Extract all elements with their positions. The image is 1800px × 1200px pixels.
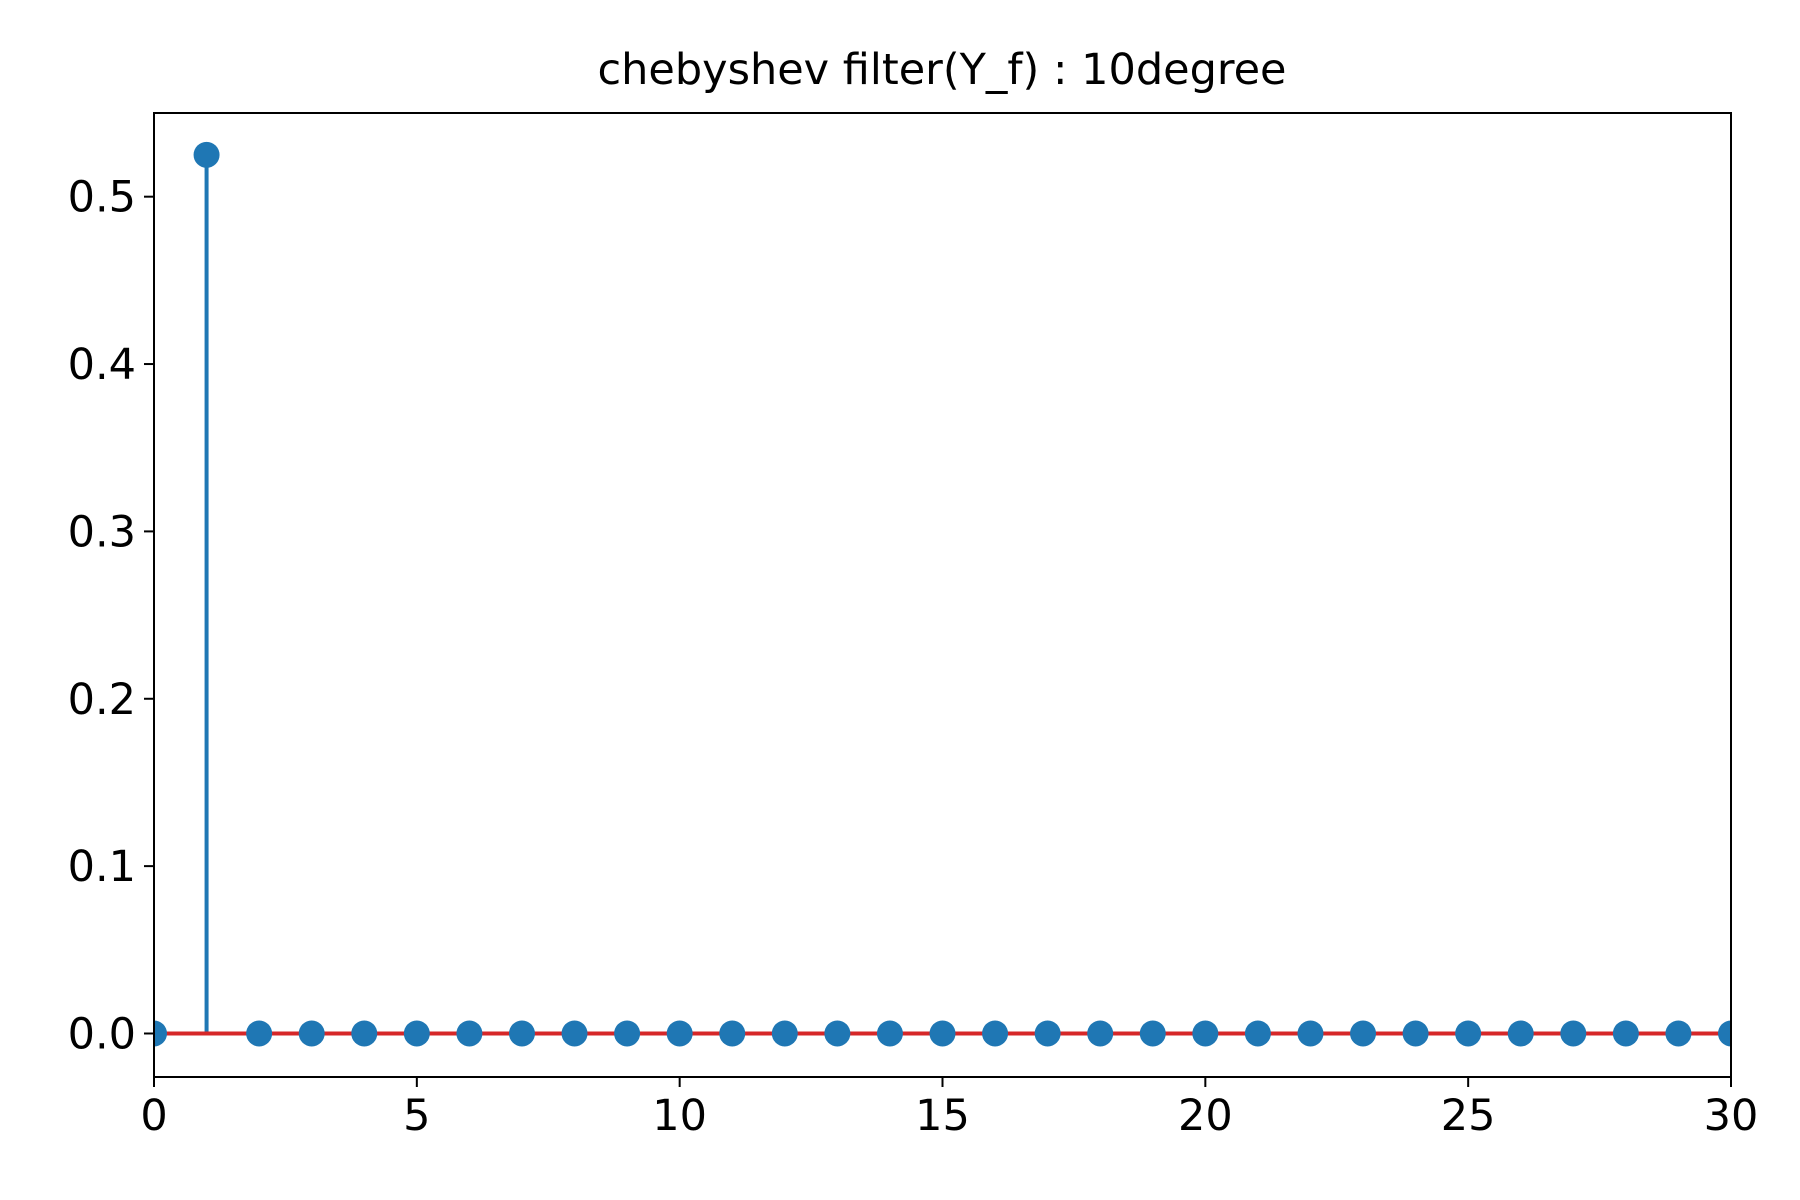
stem-marker bbox=[1402, 1020, 1429, 1047]
x-tick-label: 10 bbox=[652, 1091, 707, 1141]
stem-marker bbox=[1718, 1020, 1731, 1047]
y-tick-label: 0.3 bbox=[68, 507, 136, 557]
stem-marker bbox=[1455, 1020, 1482, 1047]
stem-marker bbox=[154, 1020, 167, 1047]
stem-marker bbox=[403, 1020, 430, 1047]
stem-marker bbox=[876, 1020, 903, 1047]
stem-marker bbox=[824, 1020, 851, 1047]
chart-title: chebyshev filter(Y_f) : 10degree bbox=[597, 45, 1286, 95]
stem-marker bbox=[1612, 1020, 1639, 1047]
x-tick-label: 5 bbox=[403, 1091, 430, 1141]
stem-marker bbox=[1139, 1020, 1166, 1047]
stem-marker bbox=[1297, 1020, 1324, 1047]
stem-marker bbox=[929, 1020, 956, 1047]
stem-marker bbox=[1665, 1020, 1692, 1047]
stem-marker bbox=[246, 1020, 273, 1047]
x-axis-ticks: 0 5 10 15 20 25 30 bbox=[140, 1077, 1758, 1141]
stem-marker bbox=[561, 1020, 588, 1047]
x-tick-label: 30 bbox=[1704, 1091, 1759, 1141]
stem-marker bbox=[666, 1020, 693, 1047]
stem-marker bbox=[771, 1020, 798, 1047]
stem-marker bbox=[351, 1020, 378, 1047]
stem-marker bbox=[614, 1020, 641, 1047]
y-tick-label: 0.1 bbox=[68, 842, 136, 892]
y-axis-ticks: 0.0 0.1 0.2 0.3 0.4 0.5 bbox=[68, 173, 154, 1059]
stem-marker bbox=[1507, 1020, 1534, 1047]
stem-marker bbox=[1244, 1020, 1271, 1047]
stem-marker bbox=[456, 1020, 483, 1047]
y-tick-label: 0.2 bbox=[68, 675, 136, 725]
stem-marker bbox=[1350, 1020, 1377, 1047]
stem-marker bbox=[719, 1020, 746, 1047]
stem-marker bbox=[1034, 1020, 1061, 1047]
stem-marker bbox=[982, 1020, 1009, 1047]
x-tick-label: 15 bbox=[915, 1091, 970, 1141]
stem-marker bbox=[193, 141, 220, 168]
stem-marker bbox=[508, 1020, 535, 1047]
stem-marker bbox=[1560, 1020, 1587, 1047]
x-tick-label: 25 bbox=[1441, 1091, 1496, 1141]
y-tick-label: 0.4 bbox=[68, 340, 136, 390]
stem-marker bbox=[1192, 1020, 1219, 1047]
stem-marker bbox=[1087, 1020, 1114, 1047]
x-tick-label: 20 bbox=[1178, 1091, 1233, 1141]
stem-markers bbox=[154, 141, 1731, 1047]
stem-marker bbox=[298, 1020, 325, 1047]
y-tick-label: 0.5 bbox=[68, 173, 136, 223]
plot-area-frame bbox=[153, 112, 1732, 1078]
x-tick-label: 0 bbox=[140, 1091, 167, 1141]
y-tick-label: 0.0 bbox=[68, 1009, 136, 1059]
